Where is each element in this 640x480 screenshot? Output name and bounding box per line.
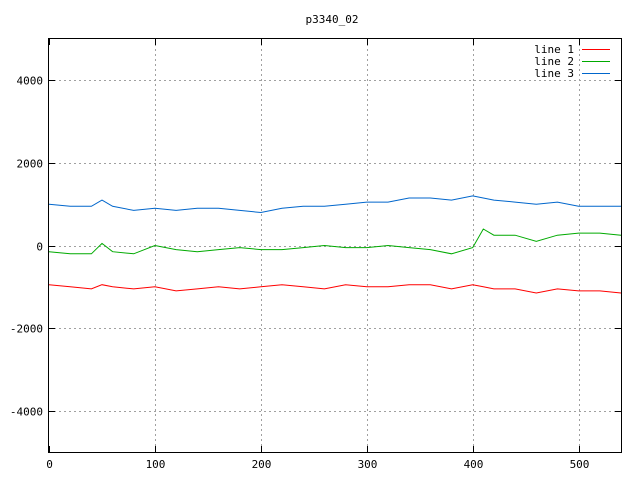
chart-title: p3340_02 (306, 13, 359, 26)
plot-frame (48, 38, 622, 453)
x-tick-label: 500 (570, 458, 590, 471)
legend-label: line 3 (534, 67, 574, 80)
series-lines (48, 195, 622, 294)
x-tick-label: 0 (46, 458, 53, 471)
series-line-1 (48, 284, 622, 294)
x-tick-label: 400 (464, 458, 484, 471)
y-tick-label: 0 (36, 241, 43, 254)
legend-label: line 2 (534, 55, 574, 68)
y-tick-label: 2000 (17, 158, 44, 171)
x-tick-label: 300 (358, 458, 378, 471)
series-line-2 (48, 228, 622, 255)
axis-ticks: 0 100 200 300 400 500 -4000 -2000 0 2000 4000 (10, 39, 621, 471)
y-tick-label: -2000 (10, 323, 43, 336)
legend-label: line 1 (534, 43, 574, 56)
y-tick-label: -4000 (10, 406, 43, 419)
grid-lines (49, 39, 621, 452)
series-line-3 (48, 195, 621, 214)
y-tick-label: 4000 (17, 75, 44, 88)
x-tick-label: 200 (252, 458, 272, 471)
x-tick-label: 100 (146, 458, 166, 471)
